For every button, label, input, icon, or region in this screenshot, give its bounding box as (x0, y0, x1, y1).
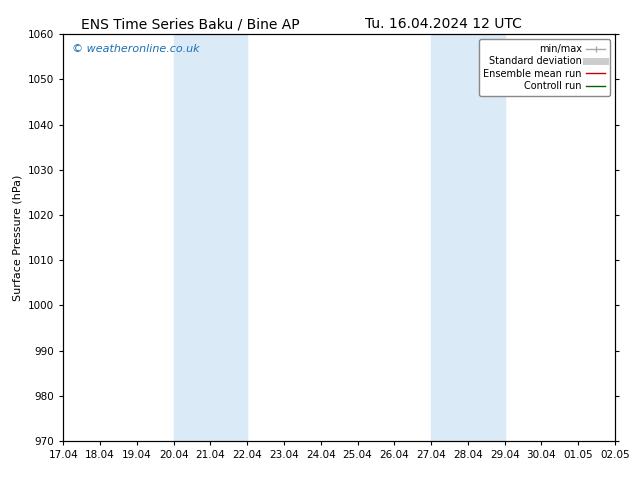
Bar (174, 34, 247, 441)
Text: © weatheronline.co.uk: © weatheronline.co.uk (72, 45, 199, 54)
Bar (431, 34, 505, 441)
Text: ENS Time Series Baku / Bine AP: ENS Time Series Baku / Bine AP (81, 17, 299, 31)
Y-axis label: Surface Pressure (hPa): Surface Pressure (hPa) (13, 174, 23, 301)
Text: Tu. 16.04.2024 12 UTC: Tu. 16.04.2024 12 UTC (365, 17, 522, 31)
Legend: min/max, Standard deviation, Ensemble mean run, Controll run: min/max, Standard deviation, Ensemble me… (479, 39, 610, 96)
